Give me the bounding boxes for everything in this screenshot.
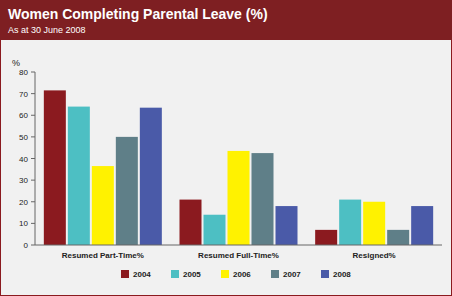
bar [68,107,90,245]
tick-mark [31,158,35,159]
legend-swatch [121,270,129,278]
x-axis [35,245,442,246]
tick-mark [31,93,35,94]
tick-mark [31,72,35,73]
bars [44,90,433,245]
tick-label: 70 [19,90,28,99]
tick-mark [31,245,35,246]
legend-swatch [171,270,179,278]
header [0,0,452,40]
bar [411,206,433,245]
legend-label: 2005 [183,270,201,279]
bar [315,230,337,245]
bar [140,108,162,245]
legend-swatch [271,270,279,278]
category-label: Resigned% [353,251,396,260]
y-axis [35,72,36,245]
tick-mark [31,136,35,137]
bar [363,202,385,245]
bar [116,137,138,245]
bar [276,206,298,245]
tick-mark [31,180,35,181]
title: Women Completing Parental Leave (%) [8,6,268,22]
tick-mark [31,201,35,202]
legend-label: 2006 [233,270,251,279]
bar [92,166,114,245]
bar [339,200,361,245]
tick-mark [31,223,35,224]
y-axis-label: % [12,58,20,68]
legend-label: 2007 [283,270,301,279]
tick-label: 40 [19,155,28,164]
bar [44,90,66,245]
legend-swatch [321,270,329,278]
category-label: Resumed Part-Time% [62,251,144,260]
legend-label: 2008 [333,270,351,279]
tick-label: 20 [19,198,28,207]
legend-swatch [221,270,229,278]
tick-mark [31,115,35,116]
bar [204,215,226,245]
subtitle: As at 30 June 2008 [8,25,86,35]
tick-label: 10 [19,219,28,228]
tick-label: 60 [19,111,28,120]
tick-label: 0 [24,241,29,250]
tick-label: 30 [19,176,28,185]
tick-label: 80 [19,68,28,77]
tick-label: 50 [19,133,28,142]
legend-label: 2004 [133,270,151,279]
bar [252,153,274,245]
frame [1,1,452,296]
bar [387,230,409,245]
category-label: Resumed Full-Time% [198,251,279,260]
bar [228,151,250,245]
bar [180,200,202,245]
chart: Women Completing Parental Leave (%) As at… [0,0,452,296]
